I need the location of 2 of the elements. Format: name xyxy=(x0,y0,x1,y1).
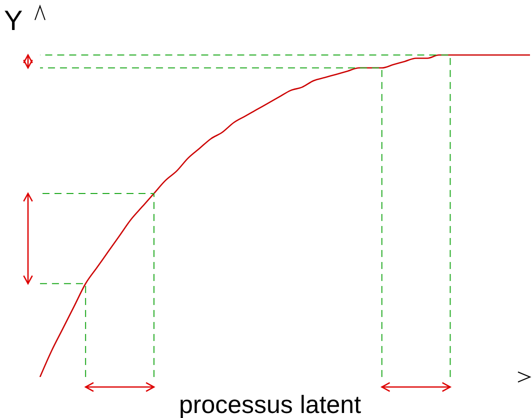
x-axis-title: processus latent xyxy=(178,391,362,418)
y-axis-title: Y xyxy=(4,5,23,36)
